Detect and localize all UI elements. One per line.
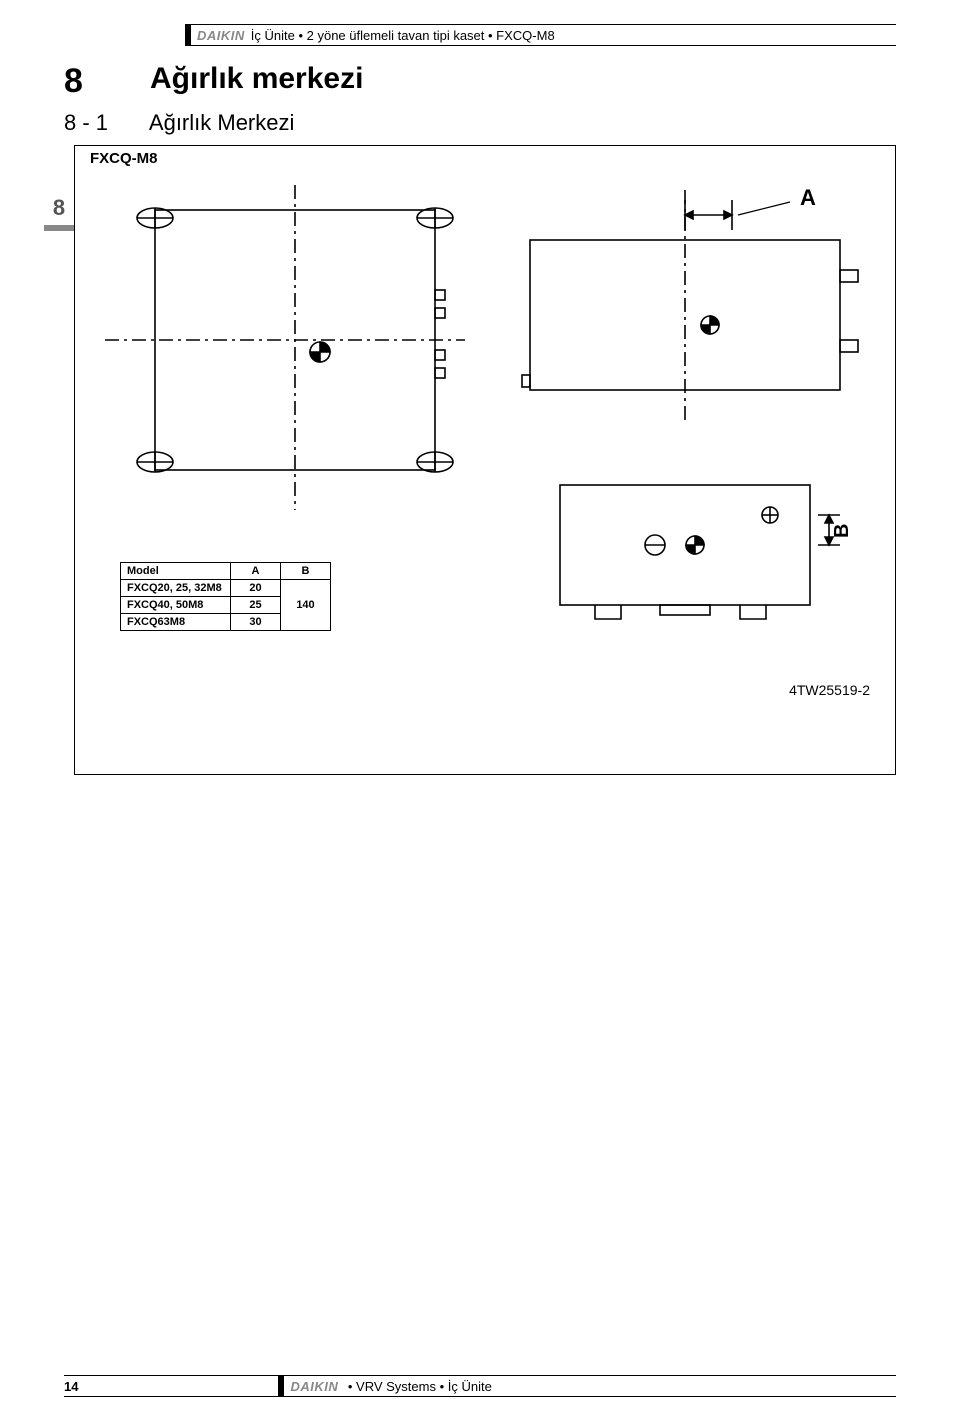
cell-model: FXCQ20, 25, 32M8 <box>121 580 231 597</box>
page-number: 14 <box>64 1379 78 1394</box>
footer-text-content: VRV Systems • İç Ünite <box>356 1379 492 1394</box>
side-tab: 8 <box>44 195 74 231</box>
diagram-bottom-view: B <box>540 460 880 640</box>
section-number: 8 <box>64 62 83 101</box>
col-a: A <box>231 563 281 580</box>
side-tab-number: 8 <box>44 195 74 221</box>
col-model: Model <box>121 563 231 580</box>
cell-a: 20 <box>231 580 281 597</box>
model-table: Model A B FXCQ20, 25, 32M8 20 140 FXCQ40… <box>120 562 331 631</box>
footer-brand: DAIKIN <box>290 1379 338 1394</box>
dim-label-a: A <box>800 185 816 210</box>
brand-logo: DAIKIN <box>197 28 245 43</box>
cell-a: 30 <box>231 614 281 631</box>
diagram-side-view: A <box>500 180 880 440</box>
subsection-title: Ağırlık Merkezi <box>149 110 294 135</box>
footer-text: • <box>344 1379 356 1394</box>
table-row: FXCQ20, 25, 32M8 20 140 <box>121 580 331 597</box>
box-label: FXCQ-M8 <box>90 150 158 167</box>
cell-b: 140 <box>281 580 331 631</box>
cell-model: FXCQ40, 50M8 <box>121 597 231 614</box>
page-header: DAIKIN İç Ünite • 2 yöne üflemeli tavan … <box>185 24 896 46</box>
page-footer: 14 DAIKIN • VRV Systems • İç Ünite <box>64 1375 896 1397</box>
diagram-plan-view <box>95 180 475 520</box>
table-header-row: Model A B <box>121 563 331 580</box>
drawing-number: 4TW25519-2 <box>789 682 870 698</box>
col-b: B <box>281 563 331 580</box>
cell-a: 25 <box>231 597 281 614</box>
footer-mark <box>278 1376 284 1396</box>
cell-model: FXCQ63M8 <box>121 614 231 631</box>
section-title: Ağırlık merkezi <box>150 62 363 96</box>
subsection: 8 - 1 Ağırlık Merkezi <box>64 110 294 136</box>
side-tab-bar <box>44 225 74 231</box>
dim-label-b: B <box>831 524 853 538</box>
header-mark <box>185 25 191 45</box>
subsection-number: 8 - 1 <box>64 110 144 136</box>
header-text: İç Ünite • 2 yöne üflemeli tavan tipi ka… <box>251 28 555 43</box>
